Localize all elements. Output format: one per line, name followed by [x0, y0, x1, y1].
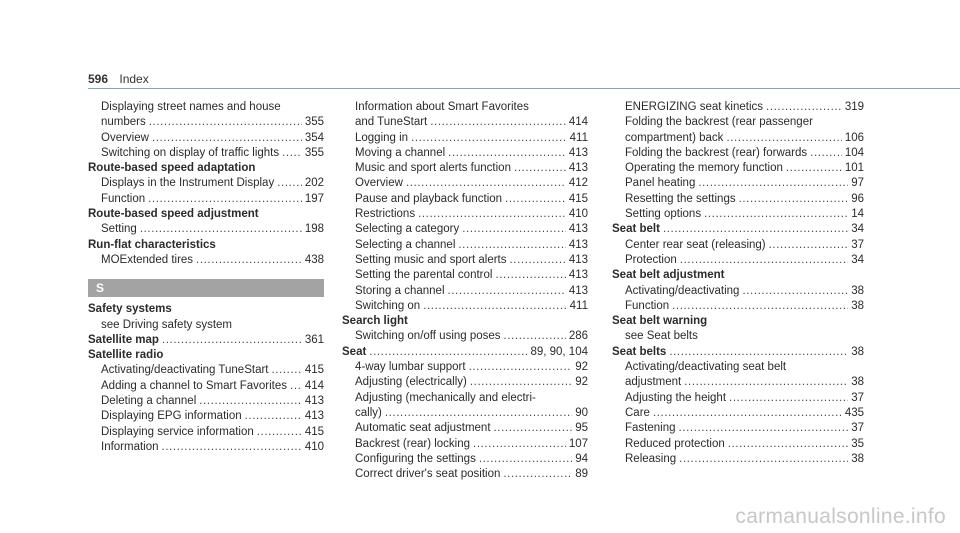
index-subentry: 4-way lumbar support92 — [342, 360, 588, 375]
page-header: 596 Index — [88, 72, 149, 86]
index-subentry: Moving a channel413 — [342, 146, 588, 161]
index-subentry: Restrictions410 — [342, 207, 588, 222]
index-subentry: Correct driver's seat position89 — [342, 467, 588, 482]
index-subentry: Information410 — [88, 440, 324, 455]
index-subentry: Switching on/off using poses286 — [342, 329, 588, 344]
index-crossref: see Seat belts — [625, 330, 698, 343]
index-subentry: Folding the backrest (rear passenger — [625, 116, 813, 129]
index-subentry: Panel heating97 — [612, 176, 864, 191]
page-number: 596 — [88, 72, 109, 86]
index-entry: Route-based speed adaptation — [88, 162, 256, 175]
index-subentry: Switching on display of traffic lights35… — [88, 146, 324, 161]
index-subentry: Reduced protection35 — [612, 437, 864, 452]
index-subentry: Displays in the Instrument Display202 — [88, 176, 324, 191]
index-subentry: Adding a channel to Smart Favorites414 — [88, 379, 324, 394]
index-subentry: Fastening37 — [612, 421, 864, 436]
index-subentry: Configuring the settings94 — [342, 452, 588, 467]
index-subentry: Backrest (rear) locking107 — [342, 437, 588, 452]
index-subentry: Overview412 — [342, 176, 588, 191]
index-entry: Route-based speed adjustment — [88, 208, 259, 221]
watermark: carmanualsonline.info — [735, 505, 946, 528]
index-entry: Run-flat characteristics — [88, 238, 216, 251]
index-subentry: Setting198 — [88, 222, 324, 237]
section-title: Index — [119, 72, 149, 86]
index-entry: Safety systems — [88, 303, 172, 316]
header-rule — [88, 88, 960, 89]
index-column-2: Information about Smart Favorites and Tu… — [342, 100, 588, 482]
index-subentry: Activating/deactivating TuneStart415 — [88, 363, 324, 378]
index-entry: Seat belt warning — [612, 315, 708, 328]
index-subentry: Activating/deactivating38 — [612, 284, 864, 299]
index-column-1: Displaying street names and house number… — [88, 100, 324, 455]
index-subentry: Care435 — [612, 406, 864, 421]
index-subentry: Displaying service information415 — [88, 425, 324, 440]
index-entry: Seat89, 90, 104 — [342, 345, 588, 360]
index-subentry: Resetting the settings96 — [612, 192, 864, 207]
index-subentry: Displaying street names and house — [101, 101, 281, 113]
index-subentry: Selecting a channel413 — [342, 238, 588, 253]
index-subentry: Function197 — [88, 192, 324, 207]
index-subentry: Selecting a category413 — [342, 222, 588, 237]
index-subentry: Function38 — [612, 299, 864, 314]
index-subentry: Releasing38 — [612, 452, 864, 467]
index-subentry: compartment) back106 — [612, 131, 864, 146]
index-subentry: Center rear seat (releasing)37 — [612, 238, 864, 253]
letter-heading: S — [88, 279, 324, 298]
index-subentry: Setting options14 — [612, 207, 864, 222]
index-entry: Seat belt adjustment — [612, 269, 725, 282]
index-entry: Seat belt34 — [612, 222, 864, 237]
index-subentry: and TuneStart414 — [342, 115, 588, 130]
index-subentry: Setting the parental control413 — [342, 268, 588, 283]
index-column-3: ENERGIZING seat kinetics319 Folding the … — [612, 100, 864, 467]
index-subentry: Activating/deactivating seat belt — [625, 361, 787, 374]
index-entry: Search light — [342, 315, 408, 328]
index-subentry: Setting music and sport alerts413 — [342, 253, 588, 268]
index-subentry: adjustment38 — [612, 375, 864, 390]
index-entry: Satellite map361 — [88, 333, 324, 348]
index-subentry: Protection34 — [612, 253, 864, 268]
index-subentry: Automatic seat adjustment95 — [342, 421, 588, 436]
index-subentry: Logging in411 — [342, 131, 588, 146]
index-entry: Satellite radio — [88, 349, 164, 362]
index-subentry: Pause and playback function415 — [342, 192, 588, 207]
index-subentry: ENERGIZING seat kinetics319 — [612, 100, 864, 115]
index-subentry: MOExtended tires438 — [88, 253, 324, 268]
index-subentry: Information about Smart Favorites — [355, 101, 529, 113]
index-subentry: Overview354 — [88, 131, 324, 146]
index-subentry: Adjusting the height37 — [612, 391, 864, 406]
index-subentry: Storing a channel413 — [342, 284, 588, 299]
index-subentry: Deleting a channel413 — [88, 394, 324, 409]
index-subentry: Switching on411 — [342, 299, 588, 314]
index-subentry: cally)90 — [342, 406, 588, 421]
index-subentry: Music and sport alerts function413 — [342, 161, 588, 176]
index-subentry: Operating the memory function101 — [612, 161, 864, 176]
index-entry: Seat belts38 — [612, 345, 864, 360]
index-crossref: see Driving safety system — [101, 318, 233, 331]
index-subentry: Folding the backrest (rear) forwards104 — [612, 146, 864, 161]
index-subentry: Adjusting (electrically)92 — [342, 375, 588, 390]
index-subentry: numbers355 — [88, 115, 324, 130]
index-subentry: Displaying EPG information413 — [88, 409, 324, 424]
index-subentry: Adjusting (mechanically and electri- — [355, 391, 536, 404]
